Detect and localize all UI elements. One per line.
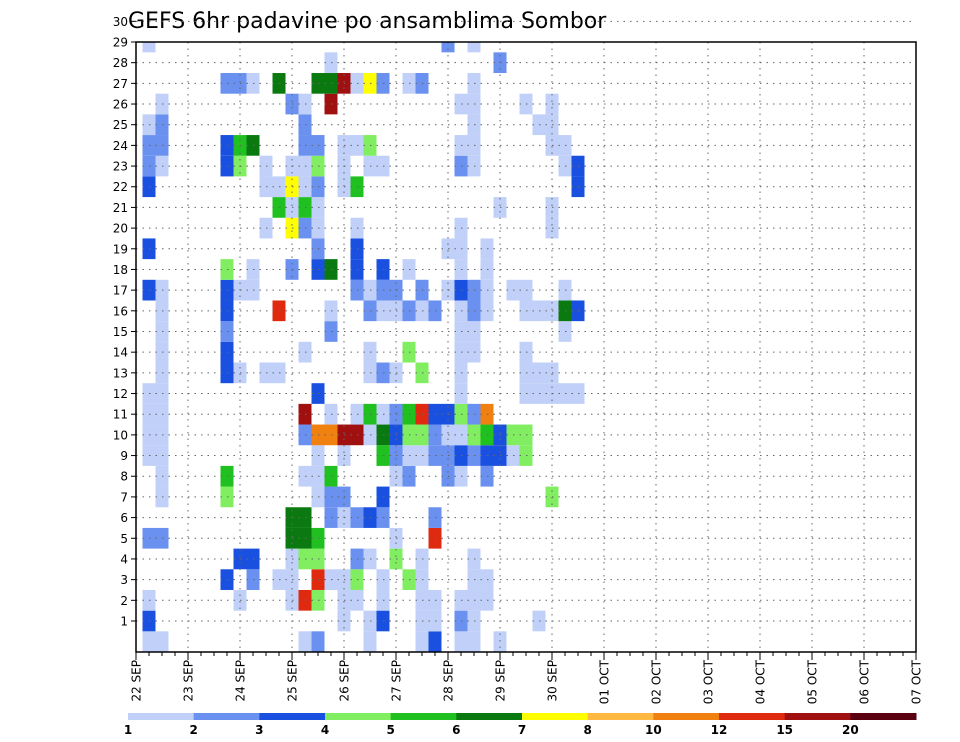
- y-tick-label: 27: [113, 77, 128, 91]
- heatmap-cell: [363, 631, 377, 652]
- y-tick-label: 21: [113, 201, 128, 215]
- colorbar-label: 4: [321, 723, 329, 737]
- y-tick-label: 1: [120, 614, 128, 628]
- y-tick-label: 3: [120, 573, 128, 587]
- colorbar: 1 2 3 4 5 6 7 8 10 12 15 20: [124, 713, 917, 737]
- heatmap-cell: [467, 42, 481, 53]
- colorbar-label: 2: [189, 723, 197, 737]
- heatmap-cell: [441, 42, 455, 53]
- y-tick-label: 13: [113, 366, 128, 380]
- colorbar-swatch: [390, 713, 457, 720]
- x-tick-label: 01 OCT: [598, 659, 612, 704]
- y-tick-label: 24: [113, 139, 128, 153]
- x-tick-label: 27 SEP: [390, 660, 404, 702]
- y-tick-label: 11: [113, 408, 128, 422]
- heatmap-cell: [415, 631, 429, 652]
- x-tick-label: 24 SEP: [234, 660, 248, 702]
- y-tick-label: 26: [113, 98, 128, 112]
- colorbar-swatch: [653, 713, 720, 720]
- y-tick-label: 30: [113, 15, 128, 29]
- colorbar-label: 8: [583, 723, 591, 737]
- y-tick-label: 12: [113, 387, 128, 401]
- colorbar-swatch: [719, 713, 786, 720]
- y-tick-label: 16: [113, 304, 128, 318]
- y-tick-label: 25: [113, 118, 128, 132]
- colorbar-label: 7: [518, 723, 526, 737]
- y-axis: 1234567891011121314151617181920212223242…: [113, 15, 136, 628]
- y-tick-label: 2: [120, 594, 128, 608]
- y-tick-label: 14: [113, 346, 128, 360]
- colorbar-label: 1: [124, 723, 132, 737]
- heatmap-cell: [493, 631, 507, 652]
- y-tick-label: 29: [113, 36, 128, 50]
- y-tick-label: 18: [113, 263, 128, 277]
- colorbar-swatch: [456, 713, 523, 720]
- y-tick-label: 15: [113, 325, 128, 339]
- heatmap-cell: [454, 631, 468, 652]
- y-tick-label: 22: [113, 180, 128, 194]
- y-tick-label: 9: [120, 449, 128, 463]
- colorbar-swatch: [522, 713, 589, 720]
- x-tick-label: 25 SEP: [286, 660, 300, 702]
- colorbar-swatch: [784, 713, 851, 720]
- y-tick-label: 8: [120, 470, 128, 484]
- colorbar-label: 15: [776, 723, 793, 737]
- x-tick-label: 26 SEP: [338, 660, 352, 702]
- x-tick-label: 29 SEP: [494, 660, 508, 702]
- colorbar-label: 3: [255, 723, 263, 737]
- heatmap-cells: [142, 42, 585, 652]
- x-tick-label: 07 OCT: [910, 659, 924, 704]
- colorbar-label: 5: [386, 723, 394, 737]
- x-tick-label: 03 OCT: [702, 659, 716, 704]
- y-tick-label: 17: [113, 284, 128, 298]
- y-tick-label: 4: [120, 552, 128, 566]
- heatmap-cell: [298, 631, 312, 652]
- y-tick-label: 28: [113, 56, 128, 70]
- colorbar-swatch: [325, 713, 392, 720]
- colorbar-swatch: [128, 713, 195, 720]
- x-tick-label: 23 SEP: [182, 660, 196, 702]
- heatmap-cell: [155, 631, 169, 652]
- colorbar-swatch: [259, 713, 326, 720]
- heatmap-cell: [428, 631, 442, 652]
- heatmap-cell: [311, 631, 325, 652]
- x-tick-label: 06 OCT: [858, 659, 872, 704]
- y-tick-label: 7: [120, 490, 128, 504]
- y-tick-label: 19: [113, 242, 128, 256]
- colorbar-label: 10: [645, 723, 662, 737]
- x-tick-label: 02 OCT: [650, 659, 664, 704]
- grid-lines: [136, 20, 916, 652]
- colorbar-label: 20: [842, 723, 859, 737]
- x-tick-label: 22 SEP: [130, 660, 144, 702]
- colorbar-label: 12: [711, 723, 728, 737]
- heatmap-cell: [467, 631, 481, 652]
- x-tick-label: 05 OCT: [806, 659, 820, 704]
- colorbar-swatch: [193, 713, 260, 720]
- x-tick-label: 28 SEP: [442, 660, 456, 702]
- y-tick-label: 6: [120, 511, 128, 525]
- chart-title: GEFS 6hr padavine po ansamblima Sombor: [128, 9, 607, 34]
- y-tick-label: 23: [113, 160, 128, 174]
- heatmap-cell: [142, 42, 156, 53]
- colorbar-label: 6: [452, 723, 460, 737]
- heatmap-cell: [142, 631, 156, 652]
- x-axis: 22 SEP 23 SEP 24 SEP 25 SEP 26 SEP 27 SEP 28 S…: [130, 652, 924, 704]
- y-tick-label: 10: [113, 428, 128, 442]
- x-tick-label: 30 SEP: [546, 660, 560, 702]
- colorbar-swatch: [850, 713, 917, 720]
- x-tick-label: 04 OCT: [754, 659, 768, 704]
- colorbar-swatch: [587, 713, 654, 720]
- y-tick-label: 5: [120, 532, 128, 546]
- y-tick-label: 20: [113, 222, 128, 236]
